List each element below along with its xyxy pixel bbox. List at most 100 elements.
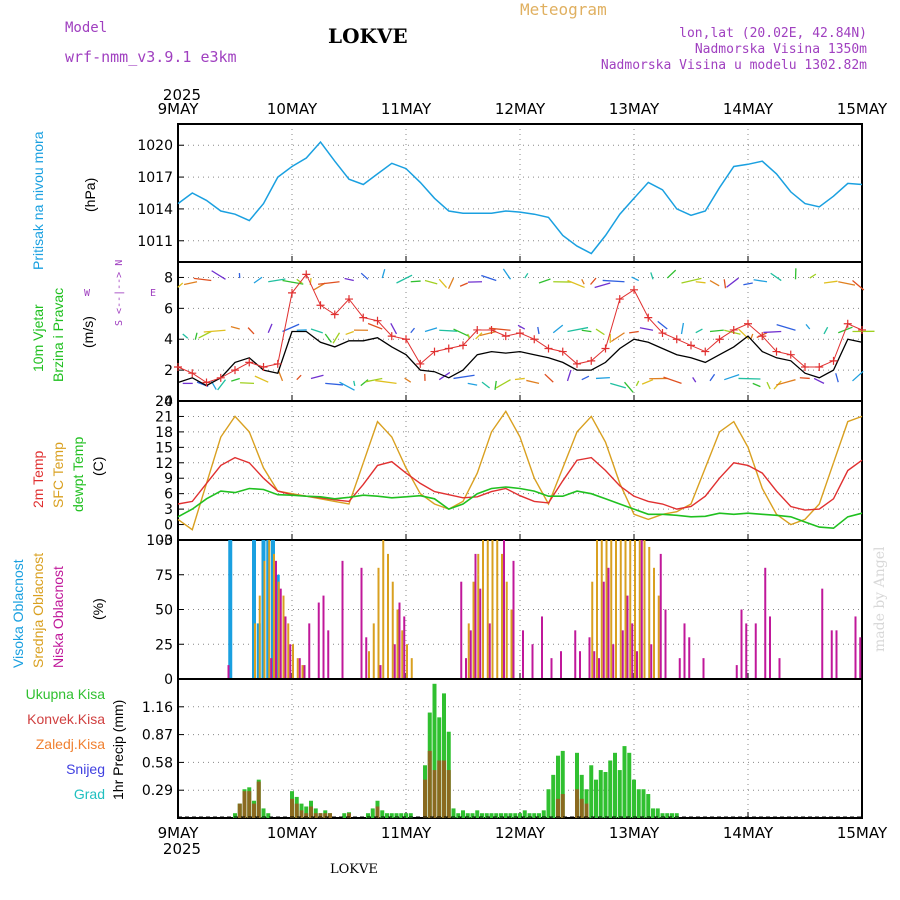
wind-direction-arrow (254, 375, 269, 383)
cloud-bar-2 (683, 623, 686, 679)
precip-conv-bar (442, 760, 446, 818)
cloud-bar-1 (505, 581, 508, 679)
cloud-bar-2 (579, 651, 581, 679)
wind-gust-marker (644, 313, 653, 322)
precip-total-bar (579, 774, 584, 818)
wind-gust-marker (573, 359, 581, 368)
cloud-bar-1 (391, 581, 394, 679)
precip-total-bar (560, 750, 565, 818)
wind-direction-arrow (544, 373, 554, 383)
cloud-bar-1 (301, 665, 304, 679)
precip-total-bar (370, 808, 375, 818)
wind-gust-marker (402, 335, 410, 344)
precip-total-bar (304, 806, 309, 818)
cloud-bar-1 (510, 609, 513, 679)
wind-direction-arrow (695, 281, 706, 284)
cloud-bar-2 (631, 623, 634, 679)
wind-gust-marker (815, 363, 824, 372)
wind-direction-arrow (566, 369, 572, 382)
wind-direction-arrow (410, 280, 421, 283)
wind-direction-arrow (852, 280, 865, 291)
cloud-bar-1 (273, 553, 275, 679)
precip-total-bar (541, 810, 546, 818)
precip-conv-bar (299, 810, 304, 818)
wind-direction-arrow (517, 324, 526, 330)
wind-direction-arrow (230, 326, 240, 330)
x-tick-label-top: 11MAY (381, 100, 432, 118)
wind-direction-arrow (481, 274, 497, 282)
wind-direction-arrow (194, 332, 198, 340)
precip-total-bar (636, 789, 641, 818)
cloud-bar-1 (401, 630, 404, 679)
cloud-bar-1 (382, 540, 385, 679)
wind-direction-arrow (193, 277, 212, 282)
y-tick-label: 6 (164, 301, 173, 317)
precip-conv-bar (375, 806, 380, 818)
cloud-bar-2 (341, 560, 344, 679)
wind-direction-arrow (770, 272, 782, 282)
precip-total-bar (646, 794, 651, 818)
wind-direction-arrow (467, 382, 478, 386)
wind-direction-arrow (217, 379, 227, 391)
elevation-label: Nadmorska Visina 1350m (694, 42, 867, 57)
cloud-bar-2 (688, 637, 691, 679)
cloud-bar-2 (640, 540, 643, 679)
wind-direction-arrow (282, 323, 300, 333)
cloud-bar-2 (398, 602, 401, 679)
wind-direction-arrow (183, 281, 198, 286)
wind-gust-marker (188, 369, 197, 378)
precip-total-bar (461, 810, 465, 818)
precip-total-bar (575, 752, 579, 818)
y-tick-label: 1.16 (142, 700, 173, 716)
wind-direction-arrow (635, 380, 640, 387)
wind-direction-arrow (514, 377, 525, 381)
precip-total-bar (660, 813, 665, 818)
wind-direction-arrow (602, 279, 625, 283)
cloud-bar-2 (607, 567, 610, 679)
cloud-bar-1 (619, 540, 622, 679)
wind-gust-marker (273, 359, 282, 368)
wind-direction-arrow (424, 279, 438, 285)
precip-conv-bar (318, 813, 323, 818)
cloud-bar-1 (643, 540, 646, 679)
y-tick-label: 0 (164, 672, 173, 688)
precip-conv-bar (423, 779, 427, 818)
wind-gust-marker (715, 335, 724, 344)
precip-total-bar (518, 813, 522, 818)
compass-west: W (84, 288, 91, 299)
cloud-bar-2 (678, 658, 681, 679)
wind-gust-marker (801, 363, 809, 372)
wind-gust-marker (231, 366, 239, 375)
cloud-bar-2 (284, 616, 287, 679)
cloud-bar-2 (465, 658, 467, 679)
wind-direction-arrow (453, 374, 475, 380)
wind-direction-arrow (753, 279, 768, 283)
cloud-bar-1 (406, 644, 408, 679)
wind-direction-arrow (750, 333, 754, 340)
cloud-bar-1 (482, 540, 484, 679)
y-tick-label: 100 (146, 533, 173, 549)
wind-direction-arrow (438, 278, 448, 288)
cloud-bar-2 (830, 630, 833, 679)
precip-total-bar (603, 771, 608, 818)
y-tick-label: 50 (155, 603, 173, 619)
precip-conv-bar (328, 813, 332, 818)
cloud-bar-1 (396, 609, 399, 679)
cloud-bar-2 (512, 560, 515, 679)
wind-direction-arrow (590, 277, 597, 285)
cloud-bar-1 (624, 540, 627, 679)
wind-gust-marker (530, 335, 539, 344)
wind-direction-arrow (823, 280, 838, 284)
wind-direction-arrow (526, 379, 540, 385)
wind-gust-marker (601, 344, 610, 353)
cloud-bar-2 (531, 644, 534, 679)
wind-gust-marker (288, 288, 296, 297)
precip-conv-bar (242, 791, 247, 818)
cloud-bar-2 (636, 651, 638, 679)
wind-gust-marker (373, 316, 382, 325)
precip-total-bar (617, 770, 622, 818)
wind-direction-arrow (396, 274, 413, 284)
wind-direction-arrow (360, 272, 369, 280)
cloud-bar-2 (854, 616, 857, 679)
cloud-bar-2 (479, 588, 482, 679)
